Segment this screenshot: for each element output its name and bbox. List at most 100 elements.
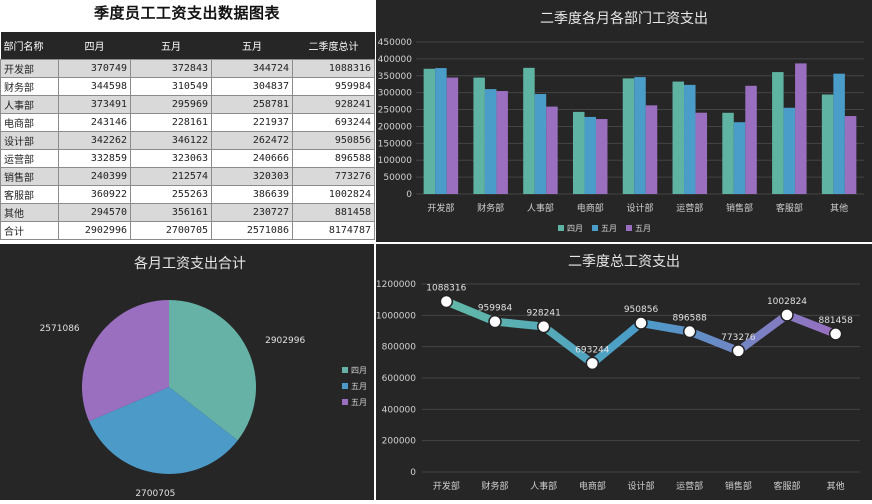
x-tick-label: 销售部 <box>725 480 752 492</box>
pie-chart-title: 各月工资支出合计 <box>134 256 246 272</box>
line-point <box>731 344 746 358</box>
salary-table: 部门名称 四月 五月 五月 二季度总计 开发部 370749 372843 34472… <box>0 32 375 240</box>
column-header: 五月 <box>130 32 212 60</box>
table-row: 其他 294570 356161 230727 881458 <box>0 203 375 222</box>
y-tick-label: 400000 <box>378 55 413 65</box>
salary-cell: 370749 <box>58 59 131 78</box>
salary-cell: 356161 <box>130 203 212 222</box>
y-tick-label: 1200000 <box>376 280 416 290</box>
bar-chart: 二季度各月各部门工资支出 0 50000 100000 150000 200000 250… <box>378 11 864 233</box>
salary-cell: 360922 <box>58 185 131 204</box>
salary-cell: 773276 <box>292 167 375 186</box>
salary-cell: 959984 <box>292 77 375 96</box>
data-label: 896588 <box>672 314 707 324</box>
bar <box>795 63 807 194</box>
x-tick-label: 人事部 <box>530 480 557 492</box>
department-name-cell: 客服部 <box>0 185 59 204</box>
bar <box>446 77 459 194</box>
salary-cell: 344598 <box>58 77 131 96</box>
pie-value-label: 2571086 <box>40 324 80 334</box>
legend-label: 五月 <box>635 224 651 233</box>
pie-slice <box>169 300 256 441</box>
salary-cell: 240399 <box>58 167 131 186</box>
bar <box>595 119 608 194</box>
legend-label: 四月 <box>567 224 583 233</box>
salary-table-panel: 季度员工工资支出数据图表 部门名称 四月 五月 五月 二季度总计 开发部 3707… <box>0 0 375 242</box>
bar <box>745 85 757 194</box>
bar <box>772 72 784 194</box>
department-name-cell: 开发部 <box>0 59 59 78</box>
pie-value-label: 2902996 <box>265 336 305 346</box>
legend-label: 五月 <box>601 224 617 233</box>
legend-label: 四月 <box>351 366 367 375</box>
x-tick-label: 客服部 <box>776 202 803 214</box>
salary-cell: 693244 <box>292 113 375 132</box>
salary-cell: 8174787 <box>292 221 375 240</box>
salary-cell: 928241 <box>292 95 375 114</box>
bar <box>634 77 646 194</box>
line-point <box>488 314 502 329</box>
table-header-row: 部门名称 四月 五月 五月 二季度总计 <box>0 32 375 60</box>
salary-cell: 304837 <box>211 77 293 96</box>
y-tick-label: 600000 <box>382 374 417 384</box>
line-point <box>536 319 551 334</box>
bar <box>473 77 485 194</box>
department-name-cell: 其他 <box>0 203 59 222</box>
x-tick-label: 运营部 <box>676 202 703 214</box>
table-title: 季度员工工资支出数据图表 <box>93 4 280 22</box>
table-row: 财务部 344598 310549 304837 959984 <box>0 77 375 96</box>
line-chart-title: 二季度总工资支出 <box>568 254 680 270</box>
salary-cell: 346122 <box>130 131 212 150</box>
bar <box>484 89 497 194</box>
pie-slice <box>82 300 169 422</box>
department-name-cell: 运营部 <box>0 149 59 168</box>
salary-cell: 373491 <box>58 95 131 114</box>
y-tick-label: 200000 <box>378 122 413 132</box>
bar <box>534 94 547 194</box>
salary-cell: 294570 <box>58 203 131 222</box>
y-tick-label: 250000 <box>378 106 413 116</box>
column-header: 四月 <box>58 32 131 60</box>
line-point <box>828 327 843 341</box>
table-row: 销售部 240399 212574 320303 773276 <box>0 167 375 186</box>
table-row: 电商部 243146 228161 221937 693244 <box>0 113 375 132</box>
salary-cell: 258781 <box>211 95 293 114</box>
legend-label: 五月 <box>351 398 367 407</box>
column-header: 二季度总计 <box>292 32 375 60</box>
x-tick-label: 客服部 <box>773 480 800 492</box>
data-label: 928241 <box>526 309 560 319</box>
y-tick-label: 400000 <box>382 405 417 415</box>
pie-chart-panel: 各月工资支出合计 2902996 2700705 2571086 四月 五月 五月 <box>0 244 374 500</box>
data-label: 881458 <box>818 316 853 326</box>
legend-swatch <box>558 225 564 231</box>
y-tick-label: 300000 <box>378 89 413 99</box>
bar <box>821 94 834 194</box>
salary-cell: 255263 <box>130 185 212 204</box>
table-row: 设计部 342262 346122 262472 950856 <box>0 131 375 150</box>
x-tick-label: 设计部 <box>627 480 654 492</box>
bar <box>584 116 596 194</box>
y-tick-label: 450000 <box>378 38 413 48</box>
department-name-cell: 人事部 <box>0 95 59 114</box>
x-tick-label: 运营部 <box>676 480 703 492</box>
column-header: 部门名称 <box>0 32 59 60</box>
data-label: 1088316 <box>426 283 466 293</box>
bar <box>572 111 585 194</box>
bar <box>783 107 796 194</box>
department-name-cell: 销售部 <box>0 167 59 186</box>
y-tick-label: 1000000 <box>376 311 416 321</box>
data-label: 773276 <box>721 333 756 343</box>
bar <box>546 106 558 194</box>
y-tick-label: 50000 <box>383 173 412 183</box>
salary-cell: 262472 <box>211 131 293 150</box>
salary-cell: 243146 <box>58 113 131 132</box>
salary-cell: 240666 <box>211 149 293 168</box>
bar <box>435 68 447 194</box>
y-tick-label: 0 <box>410 468 416 478</box>
y-tick-label: 200000 <box>382 437 417 447</box>
line-point <box>780 308 794 322</box>
pie-value-label: 2700705 <box>135 489 175 499</box>
salary-cell: 323063 <box>130 149 212 168</box>
legend-swatch <box>342 383 348 389</box>
bar <box>684 84 696 194</box>
